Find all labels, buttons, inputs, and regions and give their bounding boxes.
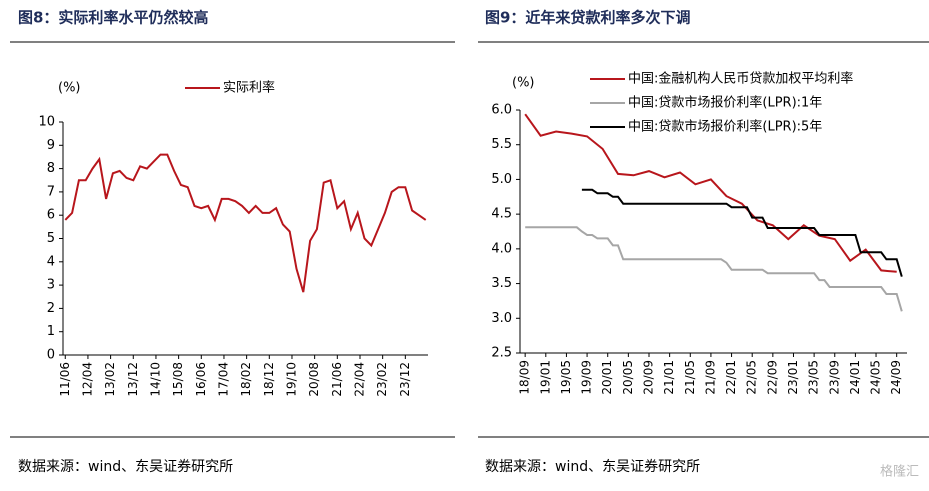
legend-label: 中国:贷款市场报价利率(LPR):1年	[628, 95, 822, 111]
x-tick-label: 23/05	[807, 360, 821, 395]
x-tick-label: 24/05	[869, 360, 883, 395]
x-tick-label: 22/01	[724, 360, 738, 395]
y-tick-label: 0	[47, 348, 55, 363]
x-tick-label: 16/06	[194, 362, 208, 397]
x-tick-label: 20/08	[307, 362, 321, 397]
x-tick-label: 20/09	[642, 360, 656, 395]
x-tick-label: 18/09	[518, 360, 532, 395]
x-tick-label: 19/10	[284, 362, 298, 397]
x-tick-label: 18/02	[239, 362, 253, 397]
x-tick-label: 14/10	[148, 362, 162, 397]
x-tick-label: 23/02	[375, 362, 389, 397]
x-tick-label: 11/06	[58, 362, 72, 397]
x-tick-label: 21/01	[662, 360, 676, 395]
legend-label: 中国:贷款市场报价利率(LPR):5年	[628, 119, 822, 135]
x-tick-label: 21/05	[683, 360, 697, 395]
legend-label: 实际利率	[223, 80, 275, 96]
x-tick-label: 23/01	[786, 360, 800, 395]
x-tick-label: 13/12	[126, 362, 140, 397]
x-tick-label: 19/05	[559, 360, 573, 395]
x-tick-label: 17/04	[216, 362, 230, 397]
line-series	[524, 113, 897, 273]
line-series	[581, 188, 903, 277]
x-tick-label: 24/09	[889, 360, 903, 395]
x-tick-label: 22/04	[352, 362, 366, 397]
chart-title: 图8：实际利率水平仍然较高	[18, 9, 208, 27]
line-series	[64, 153, 427, 293]
x-tick-label: 19/01	[538, 360, 552, 395]
x-tick-label: 24/01	[848, 360, 862, 395]
y-tick-label: 6.0	[491, 103, 512, 118]
y-tick-label: 1	[47, 324, 55, 339]
x-tick-label: 12/04	[80, 362, 94, 397]
y-tick-label: 8	[47, 161, 55, 176]
x-tick-label: 20/05	[621, 360, 635, 395]
legend-label: 中国:金融机构人民币贷款加权平均利率	[628, 71, 853, 87]
y-tick-label: 4.0	[491, 241, 512, 256]
y-tick-label: 3	[47, 278, 55, 293]
y-tick-label: 2	[47, 301, 55, 316]
y-tick-label: 10	[38, 115, 55, 130]
source: 数据来源：wind、东吴证券研究所	[485, 459, 700, 475]
y-tick-label: 2.5	[491, 346, 512, 361]
line-series	[525, 226, 903, 312]
x-tick-label: 21/06	[330, 362, 344, 397]
y-tick-label: 5.0	[491, 172, 512, 187]
y-tick-label: 5.5	[491, 137, 512, 152]
y-axis-label: (%)	[512, 76, 535, 91]
y-tick-label: 6	[47, 208, 55, 223]
source: 数据来源：wind、东吴证券研究所	[18, 459, 233, 475]
x-tick-label: 18/12	[262, 362, 276, 397]
x-tick-label: 22/05	[745, 360, 759, 395]
x-tick-label: 21/09	[703, 360, 717, 395]
y-tick-label: 3.5	[491, 276, 512, 291]
x-tick-label: 19/09	[580, 360, 594, 395]
y-tick-label: 3.0	[491, 311, 512, 326]
y-tick-label: 5	[47, 231, 55, 246]
x-tick-label: 23/09	[827, 360, 841, 395]
x-tick-label: 13/02	[103, 362, 117, 397]
x-tick-label: 22/09	[765, 360, 779, 395]
chart-title: 图9：近年来贷款利率多次下调	[485, 9, 690, 27]
y-tick-label: 4.5	[491, 207, 512, 222]
y-tick-label: 4	[47, 254, 55, 269]
x-tick-label: 23/12	[398, 362, 412, 397]
x-tick-label: 20/01	[600, 360, 614, 395]
x-tick-label: 15/08	[171, 362, 185, 397]
y-axis-label: (%)	[58, 81, 81, 96]
y-tick-label: 7	[47, 184, 55, 199]
watermark: 格隆汇	[880, 464, 919, 480]
y-tick-label: 9	[47, 138, 55, 153]
